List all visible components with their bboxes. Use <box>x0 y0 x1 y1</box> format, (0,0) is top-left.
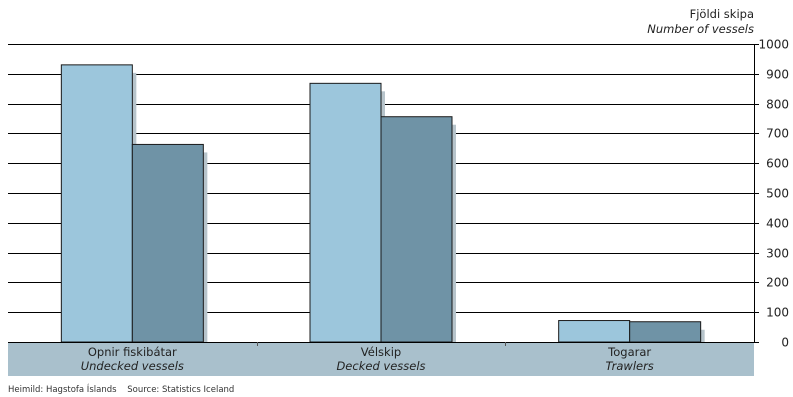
y-tick-label: 0 <box>781 336 789 350</box>
y-tick-label: 600 <box>766 157 789 171</box>
unit-label: Fjöldi skipa <box>690 7 754 21</box>
category-label-en: Decked vessels <box>336 359 425 373</box>
bar-2-1 <box>380 116 453 343</box>
category-label-en: Trawlers <box>606 359 654 373</box>
y-tick-label: 200 <box>766 276 789 290</box>
y-tick-label: 100 <box>766 306 789 320</box>
category-label-en: Undecked vessels <box>81 359 184 373</box>
y-tick-label: 1000 <box>758 38 789 52</box>
category-label: Togarar <box>607 345 651 359</box>
bar-1-1 <box>309 82 382 343</box>
bar-2-2 <box>629 321 702 343</box>
category-band-bg <box>8 342 754 376</box>
y-tick-label: 500 <box>766 187 789 201</box>
y-axis: 0 100 200 300 400 500 600 700 800 900 1000 <box>754 38 789 350</box>
y-tick-label: 800 <box>766 98 789 112</box>
bar-2-0 <box>131 143 204 343</box>
y-tick-label: 900 <box>766 68 789 82</box>
source-en: Source: Statistics Iceland <box>127 385 235 395</box>
unit-label-en: Number of vessels <box>647 22 754 36</box>
bars <box>60 64 705 343</box>
y-tick-label: 400 <box>766 217 789 231</box>
bar-1-0 <box>60 64 133 343</box>
category-label: Opnir fiskibátar <box>88 345 177 359</box>
y-tick-label: 300 <box>766 247 789 261</box>
bar-1-2 <box>558 320 631 343</box>
source-is: Heimild: Hagstofa Íslands <box>8 385 117 395</box>
category-label: Vélskip <box>361 345 401 359</box>
source-note: Heimild: Hagstofa Íslands Source: Statis… <box>8 385 242 395</box>
y-tick-label: 700 <box>766 127 789 141</box>
